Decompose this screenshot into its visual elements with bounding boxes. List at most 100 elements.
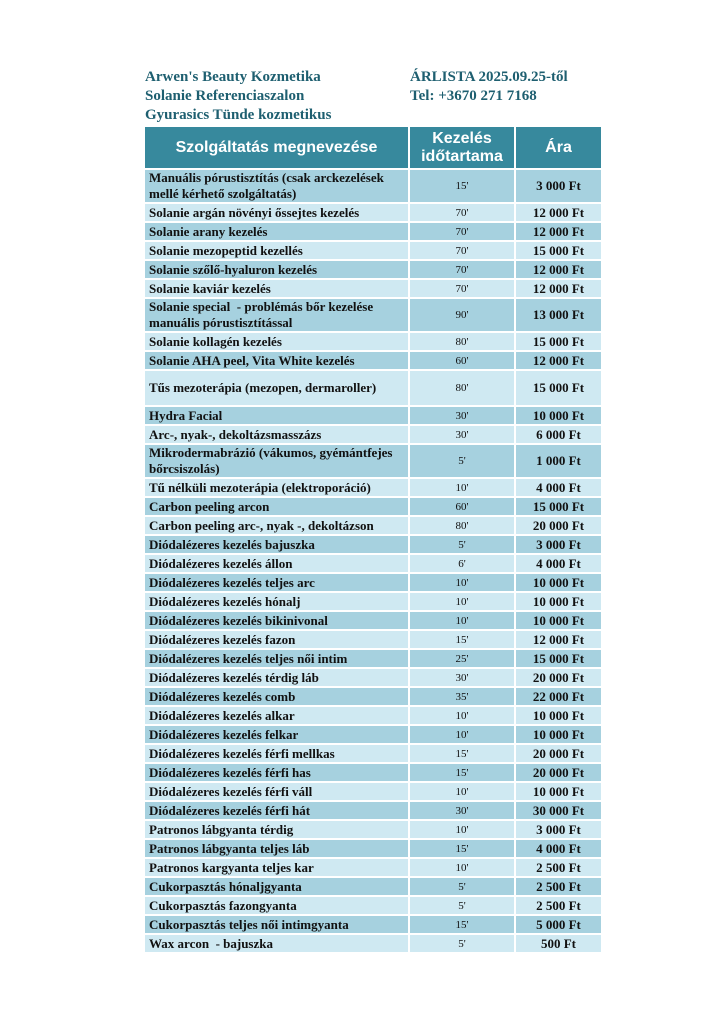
service-price: 15 000 Ft [516, 498, 601, 515]
service-duration: 10' [410, 859, 514, 876]
service-price: 15 000 Ft [516, 371, 601, 405]
service-name: Tűs mezoterápia (mezopen, dermaroller) [145, 371, 408, 405]
service-name: Manuális pórustisztítás (csak arckezelés… [145, 170, 408, 202]
service-name: Carbon peeling arc-, nyak -, dekoltázson [145, 517, 408, 534]
service-duration: 30' [410, 407, 514, 424]
service-name: Arc-, nyak-, dekoltázsmasszázs [145, 426, 408, 443]
service-duration: 15' [410, 840, 514, 857]
service-duration: 70' [410, 242, 514, 259]
service-price: 4 000 Ft [516, 555, 601, 572]
column-header-price: Ára [516, 127, 601, 168]
table-row: Diódalézeres kezelés bikinivonal 10' 10 … [145, 612, 601, 629]
table-row: Solanie kaviár kezelés 70' 12 000 Ft [145, 280, 601, 297]
service-price: 15 000 Ft [516, 242, 601, 259]
table-row: Diódalézeres kezelés férfi has 15' 20 00… [145, 764, 601, 781]
table-row: Diódalézeres kezelés férfi hát 30' 30 00… [145, 802, 601, 819]
service-name: Cukorpasztás fazongyanta [145, 897, 408, 914]
service-name: Carbon peeling arcon [145, 498, 408, 515]
service-name: Solanie kaviár kezelés [145, 280, 408, 297]
service-duration: 15' [410, 170, 514, 202]
service-duration: 70' [410, 223, 514, 240]
service-duration: 80' [410, 371, 514, 405]
table-row: Diódalézeres kezelés alkar 10' 10 000 Ft [145, 707, 601, 724]
salon-name: Solanie Referenciaszalon [145, 88, 305, 104]
service-name: Diódalézeres kezelés teljes női intim [145, 650, 408, 667]
service-duration: 5' [410, 536, 514, 553]
service-duration: 15' [410, 745, 514, 762]
service-duration: 15' [410, 764, 514, 781]
service-name: Diódalézeres kezelés felkar [145, 726, 408, 743]
service-name: Wax arcon - bajuszka [145, 935, 408, 952]
business-name: Arwen's Beauty Kozmetika [145, 69, 321, 85]
service-duration: 15' [410, 631, 514, 648]
service-name: Mikrodermabrázió (vákumos, gyémántfejes … [145, 445, 408, 477]
service-name: Diódalézeres kezelés fazon [145, 631, 408, 648]
service-price: 4 000 Ft [516, 479, 601, 496]
service-price: 12 000 Ft [516, 352, 601, 369]
service-price: 15 000 Ft [516, 333, 601, 350]
table-row: Patronos lábgyanta teljes láb 15' 4 000 … [145, 840, 601, 857]
service-duration: 80' [410, 517, 514, 534]
service-name: Diódalézeres kezelés bajuszka [145, 536, 408, 553]
service-duration: 10' [410, 821, 514, 838]
service-duration: 10' [410, 726, 514, 743]
table-row: Tű nélküli mezoterápia (elektroporáció) … [145, 479, 601, 496]
table-row: Diódalézeres kezelés férfi váll 10' 10 0… [145, 783, 601, 800]
column-header-service: Szolgáltatás megnevezése [145, 127, 408, 168]
table-row: Diódalézeres kezelés felkar 10' 10 000 F… [145, 726, 601, 743]
service-price: 10 000 Ft [516, 407, 601, 424]
pricelist-header: ÁRLISTA 2025.09.25-től Tel: +3670 271 71… [410, 68, 568, 106]
cosmetologist-name: Gyurasics Tünde kozmetikus [145, 107, 332, 123]
service-name: Solanie AHA peel, Vita White kezelés [145, 352, 408, 369]
service-duration: 5' [410, 935, 514, 952]
service-price: 12 000 Ft [516, 631, 601, 648]
service-name: Diódalézeres kezelés férfi has [145, 764, 408, 781]
table-row: Manuális pórustisztítás (csak arckezelés… [145, 170, 601, 202]
service-duration: 10' [410, 783, 514, 800]
table-row: Tűs mezoterápia (mezopen, dermaroller) 8… [145, 371, 601, 405]
service-name: Tű nélküli mezoterápia (elektroporáció) [145, 479, 408, 496]
service-duration: 70' [410, 204, 514, 221]
service-price: 20 000 Ft [516, 764, 601, 781]
table-body: Manuális pórustisztítás (csak arckezelés… [145, 170, 601, 952]
service-name: Diódalézeres kezelés hónalj [145, 593, 408, 610]
service-price: 10 000 Ft [516, 574, 601, 591]
service-name: Diódalézeres kezelés férfi mellkas [145, 745, 408, 762]
service-price: 10 000 Ft [516, 783, 601, 800]
service-price: 12 000 Ft [516, 223, 601, 240]
service-price: 2 500 Ft [516, 859, 601, 876]
service-name: Cukorpasztás hónaljgyanta [145, 878, 408, 895]
table-row: Cukorpasztás teljes női intimgyanta 15' … [145, 916, 601, 933]
service-name: Solanie kollagén kezelés [145, 333, 408, 350]
service-name: Diódalézeres kezelés férfi váll [145, 783, 408, 800]
table-row: Solanie argán növényi őssejtes kezelés 7… [145, 204, 601, 221]
service-price: 2 500 Ft [516, 878, 601, 895]
service-name: Hydra Facial [145, 407, 408, 424]
service-name: Patronos lábgyanta térdig [145, 821, 408, 838]
service-price: 13 000 Ft [516, 299, 601, 331]
service-name: Diódalézeres kezelés férfi hát [145, 802, 408, 819]
table-row: Cukorpasztás hónaljgyanta 5' 2 500 Ft [145, 878, 601, 895]
service-price: 500 Ft [516, 935, 601, 952]
service-price: 4 000 Ft [516, 840, 601, 857]
service-price: 12 000 Ft [516, 261, 601, 278]
table-row: Solanie kollagén kezelés 80' 15 000 Ft [145, 333, 601, 350]
table-row: Wax arcon - bajuszka 5' 500 Ft [145, 935, 601, 952]
table-header-row: Szolgáltatás megnevezése Kezelés időtart… [145, 127, 601, 168]
table-row: Hydra Facial 30' 10 000 Ft [145, 407, 601, 424]
table-row: Solanie mezopeptid kezellés 70' 15 000 F… [145, 242, 601, 259]
business-header: Arwen's Beauty Kozmetika Solanie Referen… [145, 68, 331, 125]
table-row: Cukorpasztás fazongyanta 5' 2 500 Ft [145, 897, 601, 914]
service-duration: 6' [410, 555, 514, 572]
service-price: 12 000 Ft [516, 280, 601, 297]
table-row: Solanie special - problémás bőr kezelése… [145, 299, 601, 331]
pricelist-title: ÁRLISTA 2025.09.25-től [410, 69, 568, 85]
service-duration: 60' [410, 498, 514, 515]
service-name: Patronos kargyanta teljes kar [145, 859, 408, 876]
table-row: Diódalézeres kezelés comb 35' 22 000 Ft [145, 688, 601, 705]
service-name: Patronos lábgyanta teljes láb [145, 840, 408, 857]
service-name: Solanie special - problémás bőr kezelése… [145, 299, 408, 331]
service-price: 3 000 Ft [516, 536, 601, 553]
service-duration: 10' [410, 593, 514, 610]
service-price: 20 000 Ft [516, 745, 601, 762]
